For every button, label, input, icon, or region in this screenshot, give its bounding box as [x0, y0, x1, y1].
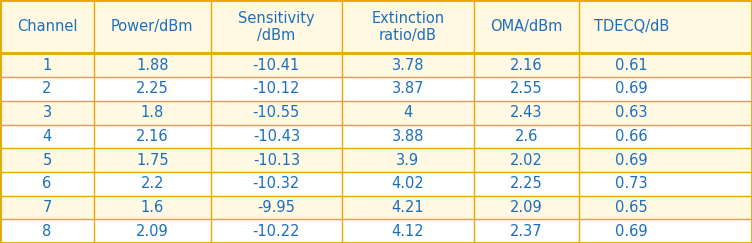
Text: 0.66: 0.66	[615, 129, 648, 144]
Text: 3.87: 3.87	[392, 81, 424, 96]
Text: 0.69: 0.69	[615, 81, 648, 96]
Text: 8: 8	[42, 224, 52, 239]
Text: 2.16: 2.16	[510, 58, 543, 73]
Text: -10.22: -10.22	[253, 224, 300, 239]
Bar	[0, 53, 752, 77]
Text: 7: 7	[42, 200, 52, 215]
Text: 3.78: 3.78	[392, 58, 424, 73]
Text: OMA/dBm: OMA/dBm	[490, 19, 562, 34]
Text: 4: 4	[42, 129, 52, 144]
Text: 2.25: 2.25	[510, 176, 543, 191]
Text: 4: 4	[403, 105, 413, 120]
Text: 1.6: 1.6	[141, 200, 164, 215]
Text: -10.32: -10.32	[253, 176, 300, 191]
Text: TDECQ/dB: TDECQ/dB	[594, 19, 669, 34]
Text: 5: 5	[42, 153, 52, 168]
Text: -9.95: -9.95	[257, 200, 296, 215]
Text: 2: 2	[42, 81, 52, 96]
Text: Extinction
ratio/dB: Extinction ratio/dB	[371, 10, 444, 43]
Text: 0.73: 0.73	[615, 176, 648, 191]
Text: -10.13: -10.13	[253, 153, 300, 168]
Text: 2.2: 2.2	[141, 176, 164, 191]
Bar	[0, 101, 752, 125]
Text: 0.65: 0.65	[615, 200, 648, 215]
Text: Sensitivity
/dBm: Sensitivity /dBm	[238, 10, 314, 43]
Text: 6: 6	[42, 176, 52, 191]
Text: 0.61: 0.61	[615, 58, 648, 73]
Text: 4.12: 4.12	[392, 224, 424, 239]
Text: 2.09: 2.09	[136, 224, 168, 239]
Text: 3.88: 3.88	[392, 129, 424, 144]
Text: -10.43: -10.43	[253, 129, 300, 144]
Text: 2.09: 2.09	[510, 200, 543, 215]
Bar	[0, 0, 752, 53]
Bar	[0, 148, 752, 172]
Bar	[0, 124, 752, 148]
Text: Power/dBm: Power/dBm	[111, 19, 193, 34]
Text: 4.21: 4.21	[392, 200, 424, 215]
Text: 2.02: 2.02	[510, 153, 543, 168]
Bar	[0, 77, 752, 101]
Bar	[0, 172, 752, 196]
Text: 2.37: 2.37	[510, 224, 543, 239]
Text: 4.02: 4.02	[392, 176, 424, 191]
Text: 2.55: 2.55	[510, 81, 543, 96]
Bar	[0, 219, 752, 243]
Text: 1: 1	[42, 58, 52, 73]
Text: 3.9: 3.9	[396, 153, 420, 168]
Bar	[0, 196, 752, 219]
Text: 1.8: 1.8	[141, 105, 164, 120]
Text: 1.75: 1.75	[136, 153, 168, 168]
Text: 0.69: 0.69	[615, 224, 648, 239]
Text: -10.55: -10.55	[253, 105, 300, 120]
Text: 2.43: 2.43	[510, 105, 543, 120]
Text: 1.88: 1.88	[136, 58, 168, 73]
Text: -10.12: -10.12	[253, 81, 300, 96]
Text: 2.16: 2.16	[136, 129, 168, 144]
Text: 2.25: 2.25	[136, 81, 168, 96]
Text: 2.6: 2.6	[514, 129, 538, 144]
Text: 0.69: 0.69	[615, 153, 648, 168]
Text: Channel: Channel	[17, 19, 77, 34]
Text: 0.63: 0.63	[615, 105, 648, 120]
Text: 3: 3	[42, 105, 52, 120]
Text: -10.41: -10.41	[253, 58, 300, 73]
